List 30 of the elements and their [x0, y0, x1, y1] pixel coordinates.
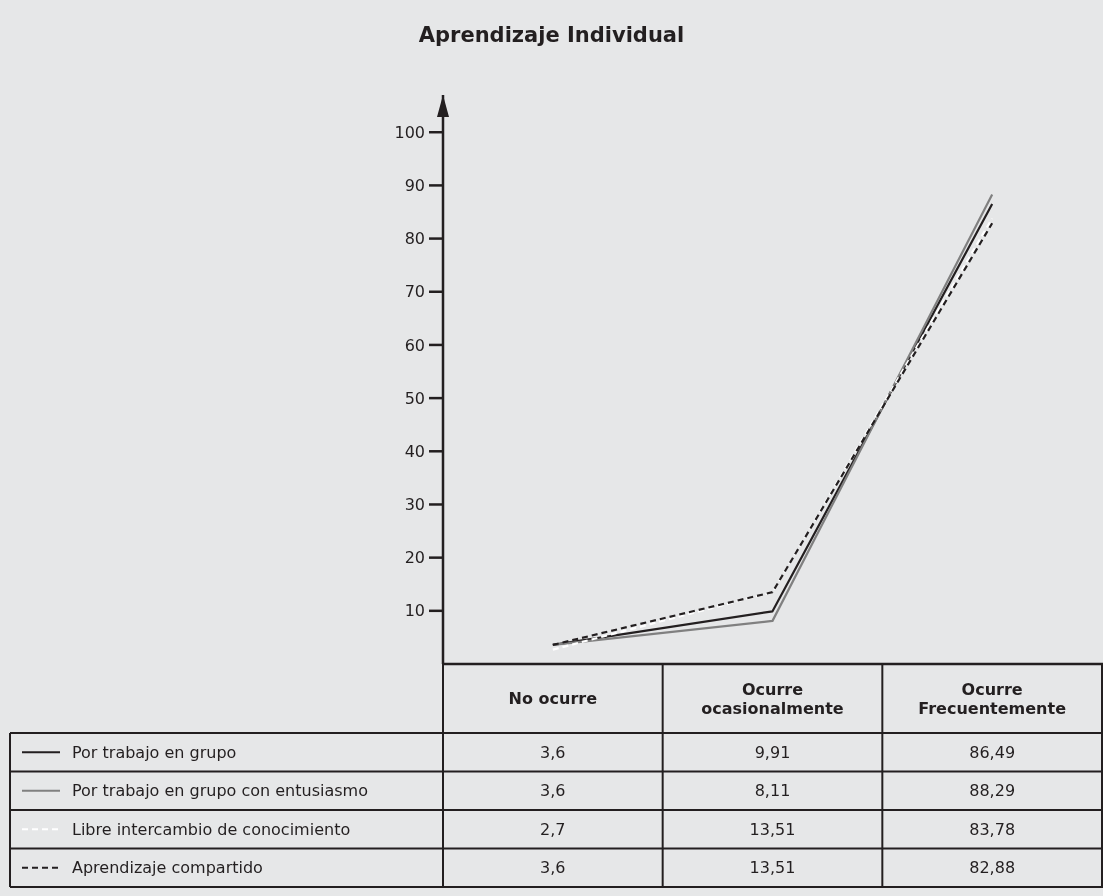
chart-title: Aprendizaje Individual [418, 23, 685, 47]
y-tick-label: 20 [404, 548, 425, 568]
legend-label: Aprendizaje compartido [72, 858, 263, 878]
y-tick-label: 40 [404, 441, 425, 461]
data-label: 2,7 [540, 819, 566, 839]
x-tick-label: No ocurre [508, 689, 598, 709]
y-tick-label: 30 [404, 495, 425, 515]
data-label: 83,78 [969, 819, 1016, 839]
y-tick-label: 70 [404, 282, 425, 302]
data-label: 88,29 [969, 781, 1016, 801]
data-label: 13,51 [749, 858, 796, 878]
data-label: 86,49 [969, 742, 1016, 762]
legend-label: Libre intercambio de conocimiento [72, 819, 351, 839]
y-tick-label: 90 [404, 176, 425, 195]
data-label: 13,51 [749, 819, 796, 839]
legend-label: Por trabajo en grupo con entusiasmo [72, 781, 368, 801]
y-tick-label: 80 [404, 229, 425, 249]
data-label: 3,6 [540, 858, 566, 878]
data-label: 3,6 [540, 781, 566, 801]
data-label: 9,91 [754, 742, 791, 762]
y-tick-label: 100 [394, 122, 425, 142]
y-tick-label: 60 [404, 335, 425, 355]
data-label: 8,11 [754, 781, 791, 801]
data-label: 82,88 [969, 858, 1016, 878]
x-tick-label: Ocurre ocasionalmente [701, 680, 844, 719]
y-tick-label: 10 [404, 601, 425, 621]
y-tick-label: 50 [404, 388, 425, 408]
data-label: 3,6 [540, 742, 566, 762]
legend-label: Por trabajo en grupo [72, 742, 237, 762]
x-tick-label: Ocurre Frecuentemente [918, 680, 1067, 719]
